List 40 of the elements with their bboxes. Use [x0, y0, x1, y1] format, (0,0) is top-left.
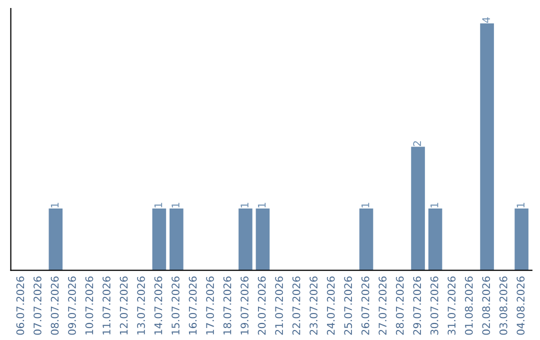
x-tick-label: 11.07.2026	[102, 276, 110, 334]
data-label: 1	[50, 202, 59, 208]
x-tick-label: 24.07.2026	[326, 276, 335, 335]
x-tick-label: 19.07.2026	[240, 276, 248, 334]
x-tick-label: 18.07.2026	[223, 276, 232, 334]
data-label: 1	[362, 202, 370, 208]
x-tick-label: 06.07.2026	[16, 276, 24, 335]
x-tick-label: 03.08.2026	[499, 276, 508, 335]
x-tick-label: 21.07.2026	[275, 276, 283, 335]
x-tick-label: 09.07.2026	[68, 276, 76, 335]
x-tick-label: 16.07.2026	[188, 276, 197, 334]
data-label: 1	[240, 202, 248, 208]
data-label: 1	[516, 202, 524, 208]
x-tick-label: 02.08.2026	[482, 276, 490, 335]
x-tick-label: 12.07.2026	[120, 276, 128, 334]
x-tick-label: 08.07.2026	[50, 276, 59, 335]
x-tick-label: 13.07.2026	[137, 276, 145, 334]
data-label: 2	[413, 141, 421, 146]
x-tick-label: 01.08.2026	[464, 276, 473, 335]
x-tick-label: 28.07.2026	[396, 276, 404, 335]
x-tick-label: 31.07.2026	[448, 276, 456, 335]
x-tick-label: 14.07.2026	[154, 276, 162, 334]
x-tick-label: 23.07.2026	[310, 276, 318, 335]
x-tick-label: 15.07.2026	[172, 276, 180, 334]
data-label: 1	[154, 202, 162, 208]
x-tick-label: 22.07.2026	[292, 276, 300, 335]
data-label: 4	[482, 17, 490, 23]
x-tick-label: 20.07.2026	[258, 276, 266, 335]
x-tick-label: 10.07.2026	[85, 276, 94, 334]
x-tick-label: 07.07.2026	[34, 276, 42, 335]
x-tick-label: 29.07.2026	[413, 276, 422, 335]
data-label: 1	[430, 202, 438, 208]
data-label: 1	[172, 202, 180, 208]
x-tick-label: 26.07.2026	[361, 276, 370, 335]
x-tick-label: 27.07.2026	[378, 276, 387, 335]
x-tick-label: 17.07.2026	[206, 276, 214, 334]
data-label: 1	[258, 202, 266, 208]
x-tick-label: 25.07.2026	[344, 276, 352, 335]
x-tick-label: 30.07.2026	[430, 276, 438, 335]
x-tick-label: 04.08.2026	[516, 276, 525, 335]
